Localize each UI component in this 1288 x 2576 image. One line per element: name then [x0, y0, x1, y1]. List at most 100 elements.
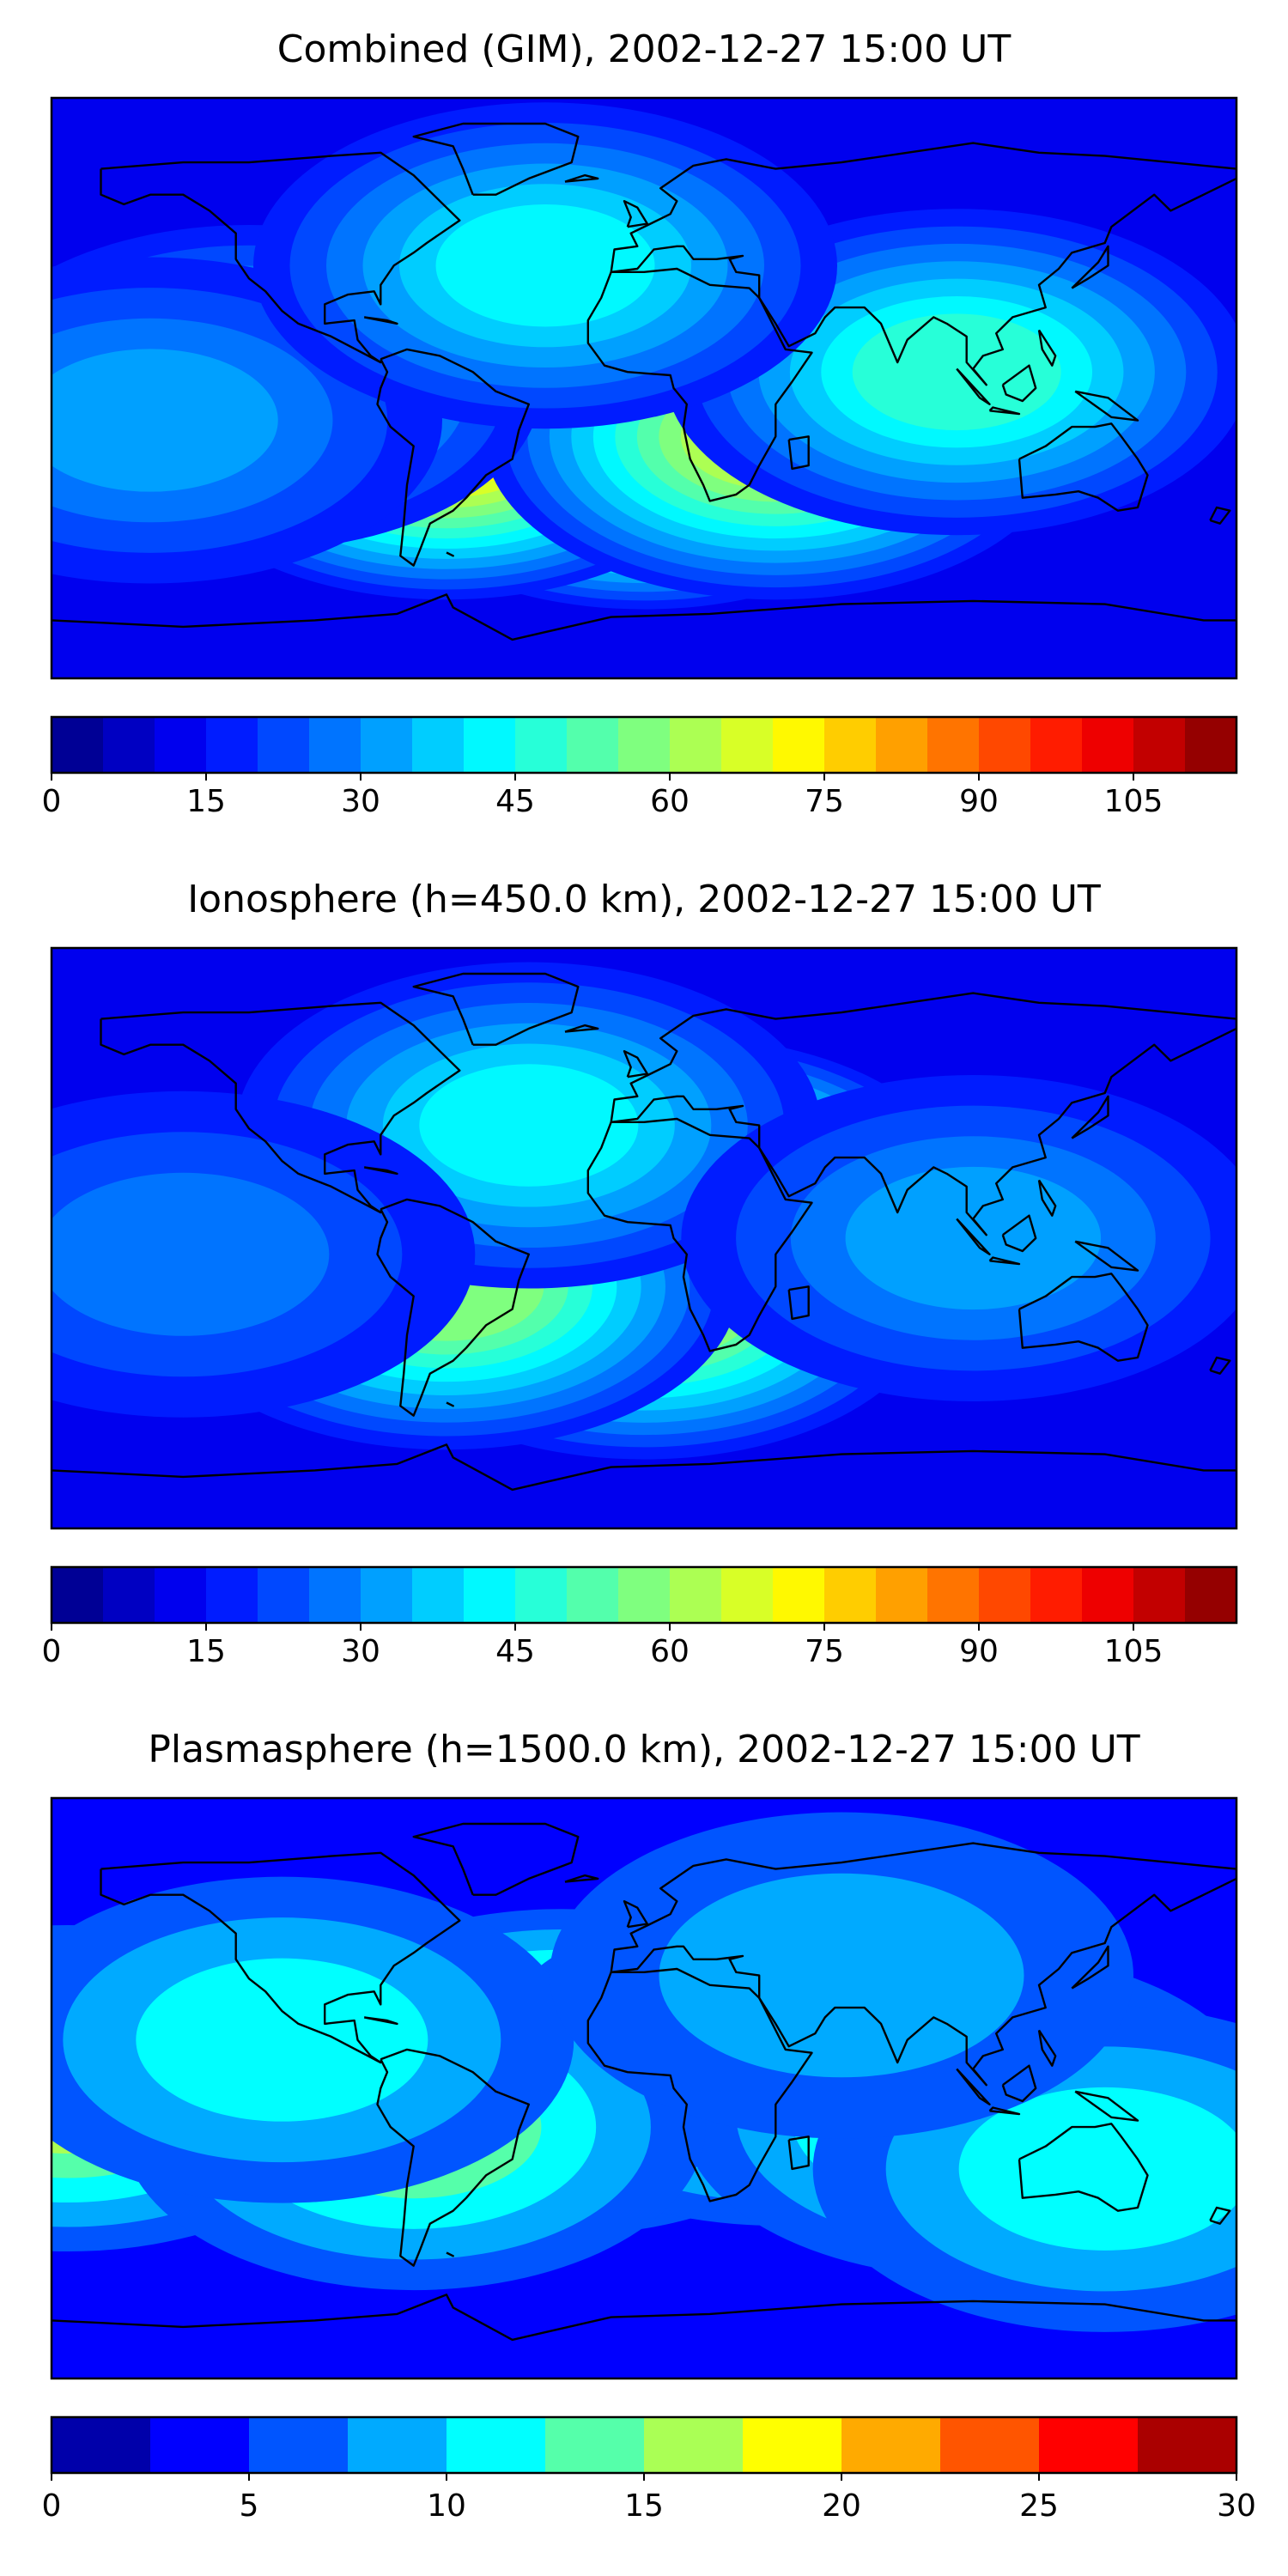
coastline-11 [956, 1218, 991, 1255]
colorbar-segment [876, 1567, 928, 1623]
colorbar-segment [940, 2417, 1040, 2473]
colorbar-segment [1138, 2417, 1237, 2473]
colorbar-tick-label: 30 [341, 1634, 380, 1669]
coastline-5 [412, 1822, 580, 1896]
colorbar-segment [361, 717, 413, 773]
coastline-1 [376, 1198, 530, 1417]
colorbar-tick-label: 20 [822, 2488, 861, 2524]
contour-band-f4-l9 [852, 313, 1061, 431]
map-border [50, 96, 1238, 680]
colorbar-segment [743, 2417, 842, 2473]
colorbar-segment [52, 717, 104, 773]
coastline-0 [100, 151, 461, 364]
colorbar-segment [464, 717, 516, 773]
panel-title: Ionosphere (h=450.0 km), 2002-12-27 15:0… [187, 878, 1101, 921]
coastline-13 [1001, 1214, 1037, 1253]
colorbar-segment [824, 717, 877, 773]
colorbar-segment [927, 717, 980, 773]
colorbar-tick-label: 0 [42, 2488, 62, 2524]
contour-band-f7-l3 [659, 1873, 1024, 2078]
colorbar-segment [515, 1567, 568, 1623]
colorbar-tick-label: 5 [240, 2488, 259, 2524]
colorbar-segment [670, 1567, 722, 1623]
coastline-7 [787, 1285, 810, 1321]
coastline-10 [564, 1024, 599, 1033]
coastline-2 [586, 267, 813, 502]
colorbar-segment [773, 717, 825, 773]
colorbar-segment [927, 1567, 980, 1623]
coastline-7 [787, 2136, 810, 2171]
colorbar-segment [258, 717, 310, 773]
colorbar-tick-label: 45 [495, 784, 535, 819]
colorbar-segment [1133, 717, 1186, 773]
coastline-15 [1209, 1356, 1231, 1375]
colorbar-segment [103, 717, 155, 773]
contour-band-f5-l4 [136, 1958, 428, 2122]
colorbar-tick-label: 45 [495, 1634, 535, 1669]
colorbar-segment [644, 2417, 744, 2473]
colorbar-segment [412, 717, 465, 773]
colorbar-segment [1185, 717, 1237, 773]
coastline-17 [1037, 329, 1057, 367]
map-border [50, 1796, 1238, 2380]
coastline-12 [988, 406, 1021, 416]
colorbar-segment [103, 1567, 155, 1623]
colorbar-segment [618, 717, 671, 773]
colorbar-segment [721, 717, 774, 773]
colorbar-segment [206, 1567, 258, 1623]
coastline-4 [1018, 2123, 1149, 2212]
coastline-12 [988, 2106, 1021, 2116]
colorbar-tick-label: 15 [624, 2488, 664, 2524]
coastline-5 [412, 972, 580, 1046]
colorbar-segment [567, 717, 619, 773]
colorbar-segment [721, 1567, 774, 1623]
colorbar: 0 15 30 45 60 75 90 105 [42, 715, 1238, 819]
coastline-15 [1209, 2206, 1231, 2225]
colorbar-segment [155, 717, 207, 773]
colorbar-tick-label: 75 [805, 784, 844, 819]
coastline-16 [363, 316, 398, 325]
coastline-7 [787, 435, 810, 471]
colorbar-segment [545, 2417, 645, 2473]
contour-band-f5-l5 [52, 1172, 330, 1336]
coastline-3 [610, 1842, 1236, 2087]
coastline-8 [1071, 245, 1109, 289]
colorbar: 0 15 30 45 60 75 90 105 [42, 1565, 1238, 1669]
colorbar-segment [464, 1567, 516, 1623]
coastline-3 [610, 142, 1236, 386]
colorbar-segment [249, 2417, 349, 2473]
coastline-14 [1074, 2090, 1139, 2122]
colorbar-segment [567, 1567, 619, 1623]
colorbar-segment [979, 1567, 1031, 1623]
coastline-18 [446, 551, 454, 557]
colorbar-segment [1039, 2417, 1139, 2473]
colorbar-segment [1030, 1567, 1083, 1623]
coastline-10 [564, 173, 599, 183]
colorbar-border [50, 1565, 1238, 1625]
colorbar-segment [841, 2417, 941, 2473]
colorbar-segment [447, 2417, 546, 2473]
coastline-18 [446, 2251, 454, 2257]
colorbar-segment [670, 717, 722, 773]
colorbar-segment [876, 717, 928, 773]
coastline-12 [988, 1256, 1021, 1266]
colorbar-segment [1185, 1567, 1237, 1623]
colorbar-segment [618, 1567, 671, 1623]
coastline-1 [376, 2048, 530, 2267]
colorbar-border [50, 715, 1238, 775]
coastline-15 [1209, 506, 1231, 525]
colorbar-segment [979, 717, 1031, 773]
colorbar-tick-label: 60 [650, 784, 690, 819]
coastlines [52, 1822, 1236, 2342]
coastline-16 [363, 1166, 398, 1176]
colorbar-segment [150, 2417, 250, 2473]
colorbar-tick-label: 15 [186, 784, 226, 819]
coastline-8 [1071, 1945, 1109, 1990]
colorbar-segment [1082, 1567, 1134, 1623]
coastline-6 [52, 2293, 1236, 2342]
coastline-17 [1037, 1179, 1057, 1217]
map-field [52, 98, 1236, 678]
coastline-3 [610, 992, 1236, 1236]
colorbar-tick-label: 60 [650, 1634, 690, 1669]
